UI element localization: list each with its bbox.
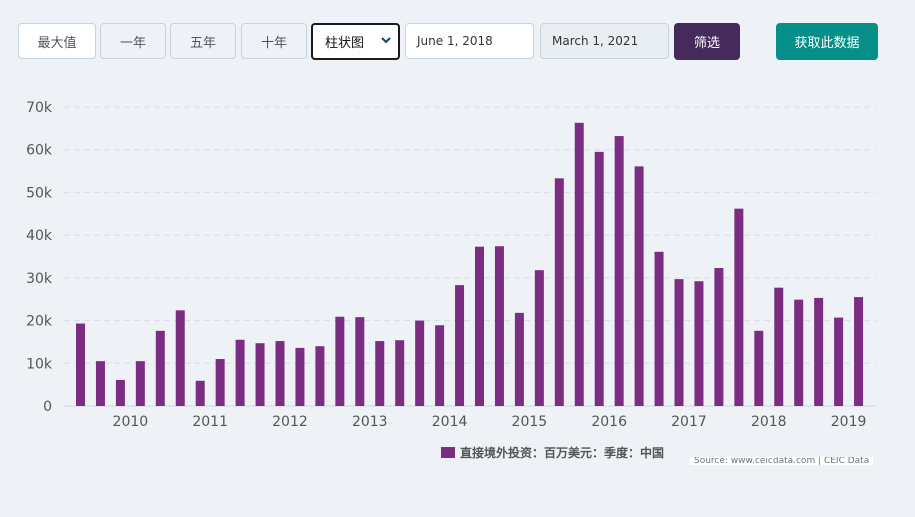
y-tick-label: 50k: [26, 185, 53, 201]
bar-2014-Q1[interactable]: [415, 320, 425, 406]
y-tick-label: 0: [43, 399, 52, 415]
bar-2011-Q2[interactable]: [195, 380, 205, 406]
bar-2011-Q3[interactable]: [215, 359, 225, 406]
x-tick-label: 2012: [272, 414, 308, 430]
y-tick-label: 70k: [26, 100, 53, 116]
range-5y-button[interactable]: 五年: [170, 23, 236, 59]
bar-2009-Q4[interactable]: [76, 323, 85, 406]
bar-2015-Q4[interactable]: [554, 178, 564, 406]
bar-2014-Q4[interactable]: [475, 246, 484, 406]
filter-button[interactable]: 筛选: [674, 23, 740, 60]
bar-2017-Q1[interactable]: [654, 251, 664, 406]
legend-label: 直接境外投资：百万美元：季度：中国: [460, 446, 665, 460]
x-tick-label: 2015: [512, 414, 548, 430]
bar-2016-Q4[interactable]: [634, 166, 644, 406]
x-tick-label: 2014: [432, 414, 468, 430]
bar-2019-Q3[interactable]: [854, 297, 864, 406]
y-tick-label: 40k: [26, 228, 53, 244]
y-tick-label: 60k: [26, 143, 53, 159]
bar-2015-Q3[interactable]: [534, 270, 544, 406]
date-to-input[interactable]: March 1, 2021: [540, 23, 669, 59]
chart-type-value: 柱状图: [325, 36, 365, 51]
bar-2017-Q2[interactable]: [674, 279, 684, 406]
bar-2010-Q1[interactable]: [95, 361, 105, 406]
bar-2018-Q1[interactable]: [734, 208, 744, 406]
bar-2012-Q2[interactable]: [275, 341, 285, 406]
x-tick-label: 2017: [671, 414, 707, 430]
bar-2010-Q3[interactable]: [135, 361, 145, 406]
bar-2012-Q1[interactable]: [255, 343, 265, 406]
bar-2019-Q1[interactable]: [814, 297, 824, 406]
y-tick-label: 10k: [26, 356, 53, 372]
bar-2013-Q4[interactable]: [395, 340, 405, 406]
bar-2013-Q1[interactable]: [335, 316, 345, 406]
bar-2015-Q2[interactable]: [514, 312, 524, 406]
legend-swatch: [441, 447, 455, 458]
y-tick-label: 20k: [26, 314, 53, 330]
range-max-button[interactable]: 最大值: [18, 23, 96, 59]
date-from-input[interactable]: June 1, 2018: [405, 23, 534, 59]
x-tick-label: 2018: [751, 414, 787, 430]
x-tick-label: 2013: [352, 414, 388, 430]
bar-2016-Q3[interactable]: [614, 136, 624, 406]
fetch-data-button[interactable]: 获取此数据: [776, 23, 878, 60]
bar-2017-Q4[interactable]: [714, 268, 724, 406]
bar-2018-Q4[interactable]: [794, 299, 804, 406]
x-tick-label: 2016: [591, 414, 627, 430]
source-credit: Source: www.ceicdata.com | CEIC Data: [690, 457, 874, 465]
x-tick-label: 2011: [192, 414, 228, 430]
bar-2011-Q4[interactable]: [235, 339, 245, 406]
bar-2018-Q3[interactable]: [774, 287, 784, 406]
bar-2013-Q2[interactable]: [355, 317, 365, 406]
bar-2016-Q1[interactable]: [574, 122, 584, 406]
chevron-down-icon: [381, 37, 391, 44]
y-tick-label: 30k: [26, 271, 53, 287]
bar-2017-Q3[interactable]: [694, 281, 704, 406]
bar-2012-Q4[interactable]: [315, 346, 325, 406]
x-tick-label: 2019: [831, 414, 867, 430]
chart-legend[interactable]: 直接境外投资：百万美元：季度：中国: [441, 444, 664, 461]
bar-2011-Q1[interactable]: [175, 310, 185, 406]
bar-2018-Q2[interactable]: [754, 330, 764, 406]
bar-2016-Q2[interactable]: [594, 151, 604, 406]
bar-2013-Q3[interactable]: [375, 341, 385, 406]
bar-2014-Q3[interactable]: [455, 285, 465, 406]
range-1y-button[interactable]: 一年: [100, 23, 166, 59]
bar-2015-Q1[interactable]: [494, 246, 504, 406]
chart-type-select[interactable]: 柱状图: [311, 23, 400, 60]
bar-2014-Q2[interactable]: [435, 325, 445, 406]
x-tick-label: 2010: [113, 414, 149, 430]
bar-2019-Q2[interactable]: [834, 317, 844, 406]
bar-2010-Q4[interactable]: [155, 330, 165, 406]
bar-2010-Q2[interactable]: [115, 379, 125, 406]
range-10y-button[interactable]: 十年: [241, 23, 307, 59]
bar-2012-Q3[interactable]: [295, 347, 305, 406]
